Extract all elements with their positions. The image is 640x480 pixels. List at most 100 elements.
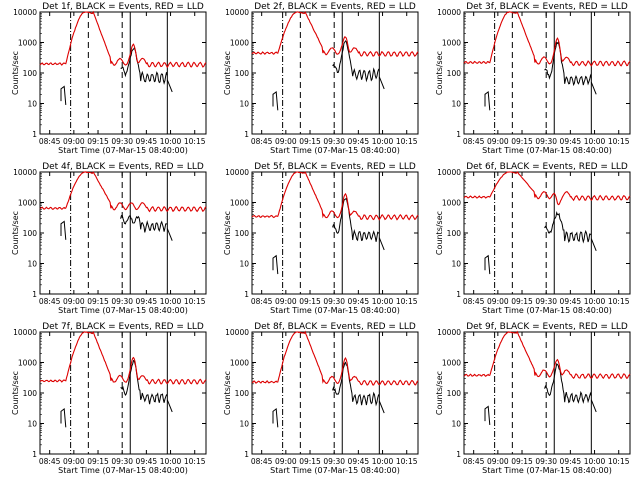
x-tick-label: 09:45 — [348, 457, 370, 466]
x-axis-label: Start Time (07-Mar-15 08:40:00) — [270, 306, 400, 315]
panel-8: Det 8f, BLACK = Events, RED = LLD 1 10 100 1… — [223, 322, 419, 475]
x-tick-label: 09:00 — [487, 137, 509, 146]
x-tick-label: 08:45 — [251, 457, 273, 466]
x-axis-label: Start Time (07-Mar-15 08:40:00) — [270, 146, 400, 155]
x-tick-label: 10:15 — [608, 297, 630, 306]
series-lld-line — [251, 171, 419, 221]
panel-9: Det 9f, BLACK = Events, RED = LLD 1 10 100 1… — [435, 322, 631, 475]
x-tick-label: 09:30 — [323, 137, 345, 146]
x-axis-label: Start Time (07-Mar-15 08:40:00) — [58, 146, 188, 155]
x-tick-label: 10:00 — [372, 137, 394, 146]
y-axis-label: Counts/sec — [11, 371, 20, 415]
x-tick-label: 09:30 — [111, 137, 133, 146]
y-tick-label: 1 — [244, 130, 249, 139]
x-tick-label: 09:30 — [111, 457, 133, 466]
x-tick-label: 09:15 — [87, 457, 109, 466]
series-lld-line — [463, 330, 631, 380]
y-axis-label: Counts/sec — [435, 371, 444, 415]
panel-1: Det 1f, BLACK = Events, RED = LLD 1 10 100 1… — [11, 2, 207, 155]
x-tick-label: 08:45 — [39, 137, 61, 146]
x-tick-label: 10:15 — [396, 137, 418, 146]
panel-6: Det 6f, BLACK = Events, RED = LLD 1 10 100 1… — [435, 162, 631, 315]
x-tick-label: 10:15 — [396, 297, 418, 306]
y-axis-label: Counts/sec — [435, 51, 444, 95]
panel-title: Det 9f, BLACK = Events, RED = LLD — [466, 322, 628, 332]
y-tick-label: 1000 — [442, 39, 461, 48]
x-tick-label: 09:45 — [136, 297, 158, 306]
y-tick-label: 1000 — [18, 359, 37, 368]
y-tick-label: 100 — [447, 69, 462, 78]
x-tick-label: 10:15 — [184, 297, 206, 306]
series-lld-line — [39, 330, 207, 385]
panel-2: Det 2f, BLACK = Events, RED = LLD 1 10 100 1… — [223, 2, 419, 155]
y-tick-label: 1000 — [18, 199, 37, 208]
x-axis-label: Start Time (07-Mar-15 08:40:00) — [270, 466, 400, 475]
x-tick-label: 08:45 — [39, 457, 61, 466]
x-tick-label: 09:45 — [348, 137, 370, 146]
panel-title: Det 6f, BLACK = Events, RED = LLD — [466, 162, 628, 172]
panel-title: Det 4f, BLACK = Events, RED = LLD — [42, 162, 204, 172]
x-tick-label: 09:15 — [87, 297, 109, 306]
x-axis-label: Start Time (07-Mar-15 08:40:00) — [482, 306, 612, 315]
x-tick-label: 09:45 — [560, 137, 582, 146]
series-lld-line — [252, 330, 419, 386]
panel-title: Det 1f, BLACK = Events, RED = LLD — [42, 2, 204, 12]
y-tick-label: 1 — [244, 290, 249, 299]
x-tick-label: 09:15 — [299, 297, 321, 306]
x-tick-label: 10:15 — [184, 457, 206, 466]
panel-title: Det 8f, BLACK = Events, RED = LLD — [254, 322, 416, 332]
y-tick-label: 10 — [451, 100, 461, 109]
y-tick-label: 100 — [23, 69, 38, 78]
panel-5: Det 5f, BLACK = Events, RED = LLD 1 10 100 1… — [223, 162, 419, 315]
y-tick-label: 1000 — [18, 39, 37, 48]
x-tick-label: 10:00 — [584, 297, 606, 306]
y-tick-label: 10 — [239, 260, 249, 269]
panel-title: Det 2f, BLACK = Events, RED = LLD — [254, 2, 416, 12]
x-tick-label: 09:00 — [487, 297, 509, 306]
x-tick-label: 09:15 — [299, 457, 321, 466]
x-tick-label: 09:45 — [136, 137, 158, 146]
series-lld-line — [39, 171, 207, 213]
x-tick-label: 10:15 — [396, 457, 418, 466]
x-tick-label: 09:45 — [348, 297, 370, 306]
series-events-line — [60, 214, 173, 241]
panel-title: Det 5f, BLACK = Events, RED = LLD — [254, 162, 416, 172]
x-tick-label: 08:45 — [463, 297, 485, 306]
y-tick-label: 1 — [456, 290, 461, 299]
y-tick-label: 100 — [235, 69, 250, 78]
series-events-line — [60, 46, 173, 105]
y-tick-label: 10 — [27, 100, 37, 109]
plot-frame — [251, 331, 419, 455]
x-tick-label: 10:15 — [608, 457, 630, 466]
x-tick-label: 09:30 — [323, 297, 345, 306]
y-tick-label: 10000 — [225, 8, 249, 17]
x-tick-label: 09:30 — [323, 457, 345, 466]
panel-3: Det 3f, BLACK = Events, RED = LLD 1 10 100 1… — [435, 2, 631, 155]
x-tick-label: 10:15 — [184, 137, 206, 146]
x-tick-label: 08:45 — [251, 297, 273, 306]
x-tick-label: 09:30 — [535, 297, 557, 306]
x-tick-label: 10:00 — [372, 457, 394, 466]
y-tick-label: 100 — [235, 389, 250, 398]
y-tick-label: 100 — [447, 229, 462, 238]
y-tick-label: 10000 — [437, 328, 461, 337]
panel-title: Det 7f, BLACK = Events, RED = LLD — [42, 322, 204, 332]
plot-frame — [251, 171, 419, 295]
y-axis-label: Counts/sec — [435, 211, 444, 255]
x-tick-label: 08:45 — [251, 137, 273, 146]
x-tick-label: 10:00 — [160, 457, 182, 466]
series-events-line — [484, 41, 597, 111]
x-tick-label: 09:30 — [111, 297, 133, 306]
y-tick-label: 1 — [32, 450, 37, 459]
series-events-line — [272, 40, 385, 111]
y-axis-label: Counts/sec — [223, 51, 232, 95]
series-lld-line — [251, 10, 419, 58]
y-tick-label: 1000 — [442, 359, 461, 368]
x-axis-label: Start Time (07-Mar-15 08:40:00) — [58, 306, 188, 315]
y-axis-label: Counts/sec — [11, 51, 20, 95]
series-lld-line — [463, 11, 631, 67]
x-tick-label: 09:00 — [63, 457, 85, 466]
y-tick-label: 100 — [447, 389, 462, 398]
y-tick-label: 100 — [23, 389, 38, 398]
x-tick-label: 09:45 — [136, 457, 158, 466]
